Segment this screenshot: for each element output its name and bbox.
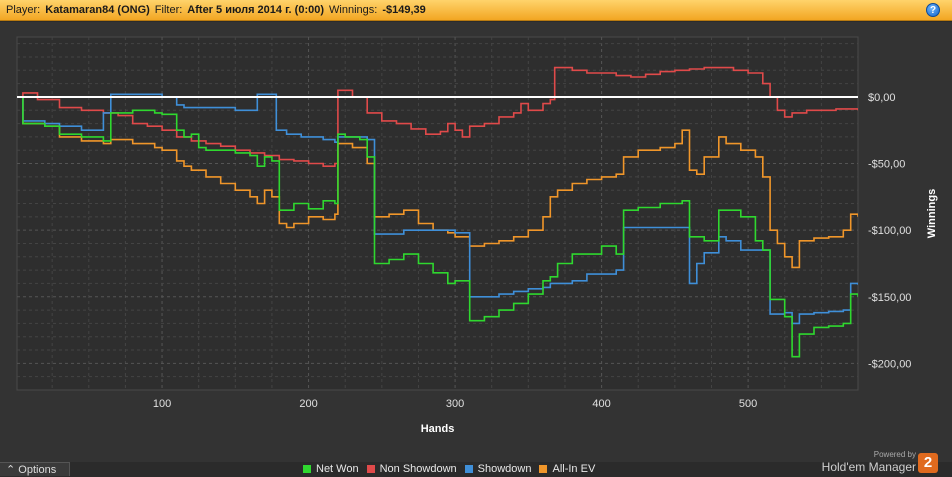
showdown-line xyxy=(17,93,858,325)
y-tick-label: -$150,00 xyxy=(868,292,911,304)
legend-label: Net Won xyxy=(316,463,359,475)
options-button[interactable]: ⌃ Options xyxy=(0,462,70,476)
x-tick-label: 200 xyxy=(299,398,317,410)
player-value: Katamaran84 (ONG) xyxy=(45,4,150,16)
winnings-chart: 100 200 300 400 500 $0,00 -$50,00 -$100,00 -$150… xyxy=(16,36,938,435)
net-won-line xyxy=(17,96,858,358)
winnings-label: Winnings: xyxy=(329,4,378,16)
legend-swatch xyxy=(303,465,311,473)
filter-label: Filter: xyxy=(154,4,183,16)
legend-item[interactable]: Showdown xyxy=(464,463,532,475)
brand-block: Powered by Hold'em Manager xyxy=(822,450,916,474)
legend-swatch xyxy=(366,465,375,473)
legend-label: All-In EV xyxy=(552,463,596,475)
question-icon[interactable]: ? xyxy=(926,3,940,17)
filter-value[interactable]: After 5 июля 2014 г. (0:00) xyxy=(187,4,325,16)
x-tick-label: 300 xyxy=(446,398,464,410)
brand-name: Hold'em Manager xyxy=(821,460,916,474)
legend-item[interactable]: All-In EV xyxy=(539,463,595,475)
x-tick-label: 400 xyxy=(592,398,610,410)
chart-area: 100 200 300 400 500 $0,00 -$50,00 -$100,00 -$150… xyxy=(0,22,952,462)
y-tick-label: $0,00 xyxy=(868,92,896,104)
plot-area xyxy=(16,36,859,391)
y-tick-label: -$100,00 xyxy=(868,225,911,237)
legend-item[interactable]: Net Won xyxy=(303,463,359,475)
x-tick-label: 500 xyxy=(739,398,757,410)
y-tick-label: -$50,00 xyxy=(868,159,905,171)
winnings-value: -$149,39 xyxy=(382,4,426,16)
legend-swatch xyxy=(539,465,548,473)
powered-by-text: Powered by xyxy=(873,450,916,459)
legend-item[interactable]: Non Showdown xyxy=(366,463,457,475)
footer-bar: ⌃ Options Net Won Non Showdown Showdown All… xyxy=(0,450,952,476)
x-tick-label: 100 xyxy=(153,398,171,410)
y-axis-label: Winnings xyxy=(926,189,938,238)
title-bar: Player: Katamaran84 (ONG) Filter: After … xyxy=(0,0,952,21)
legend-label: Non Showdown xyxy=(379,463,457,475)
legend-swatch xyxy=(464,465,473,473)
hm2-logo: 2 xyxy=(918,453,938,473)
all-in-ev-line xyxy=(17,96,858,269)
legend-label: Showdown xyxy=(477,463,532,475)
chevron-up-icon: ⌃ xyxy=(6,464,16,476)
non-showdown-line xyxy=(17,66,858,167)
options-label: Options xyxy=(18,464,57,476)
y-tick-label: -$200,00 xyxy=(868,358,911,370)
player-label: Player: xyxy=(6,4,41,16)
x-axis-label: Hands xyxy=(421,423,455,435)
chart-legend: Net Won Non Showdown Showdown All-In EV xyxy=(303,462,603,476)
